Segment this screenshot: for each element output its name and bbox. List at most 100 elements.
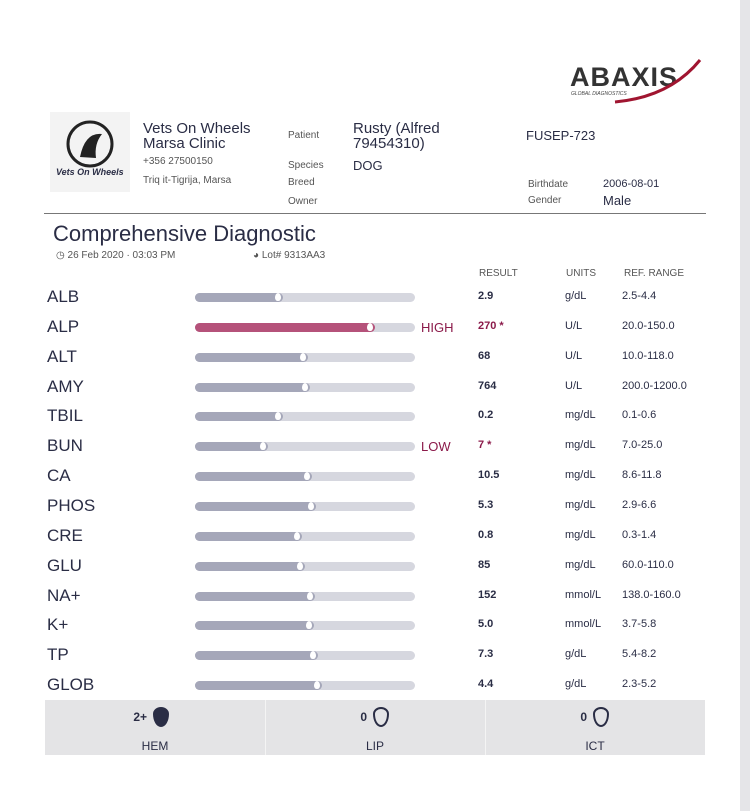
ref-range: 0.3-1.4 [622,528,657,541]
range-track [195,561,415,571]
field-label: Birthdate [528,179,569,190]
units: g/dL [565,290,587,302]
column-header: RESULT [479,268,518,279]
result-marker [274,412,281,421]
result: 5.0 [478,618,494,631]
range-track [195,382,415,392]
ref-range: 7.0-25.0 [622,439,663,452]
result: 4.4 [478,678,494,691]
result: 152 [478,588,497,601]
test-name: TP [47,645,69,665]
test-name: TBIL [47,406,83,426]
result-bar [195,322,376,332]
result-bar [195,501,317,511]
range-track [195,322,415,332]
clinic-name: Vets On Wheels [143,120,251,137]
test-name: ALT [47,346,77,366]
logo-text: Vets On Wheels [56,167,124,177]
flag: LOW [421,439,451,455]
index-icon [153,707,169,727]
lot: Lot# 9313AA3 [261,250,326,261]
report-title: Comprehensive Diagnostic [53,221,316,246]
ref-range: 2.3-5.2 [622,678,657,691]
result-bar [195,651,319,661]
units: U/L [565,379,583,392]
range-track [195,591,415,601]
result-marker [301,382,308,391]
tagline: GLOBAL DIAGNOSTICS [571,91,627,97]
patient-id: FUSEP-723 [526,128,596,143]
ref-range: 5.4-8.2 [622,648,657,661]
result-marker [310,651,317,660]
result: 0.2 [478,409,494,422]
range-track [195,501,415,511]
result: 7 * [478,439,492,452]
divider [485,700,486,755]
result-marker [299,352,306,361]
result-marker [367,322,374,331]
units: mmol/L [565,618,602,631]
result: 7.3 [478,648,494,661]
test-name: CA [47,466,71,486]
field-label: Patient [288,130,320,141]
divider [44,213,706,214]
units: U/L [565,349,583,362]
ref-range: 200.0-1200.0 [622,379,687,392]
range-track [195,293,415,302]
patient-name: Rusty (Alfred 79454310) [353,120,440,152]
result-marker [275,293,282,301]
ref-range: 2.5-4.4 [622,290,657,302]
result: 0.8 [478,528,494,541]
result-bar [195,591,316,601]
range-track [195,531,415,541]
test-name: CRE [47,525,83,545]
units: U/L [565,319,583,332]
range-track [195,352,415,362]
result-marker [313,681,320,690]
ref-range: 2.9-6.6 [622,498,657,511]
brand: ABAXIS [570,62,679,92]
test-name: GLU [47,555,82,575]
units: mmol/L [565,588,602,601]
index-value: 0 [580,710,587,724]
result-marker [297,561,303,570]
index-label: HEM [141,739,169,753]
clinic-branch: Marsa Clinic [143,135,226,152]
ref-range: 138.0-160.0 [622,588,681,601]
result-bar [195,472,312,482]
index-label: LIP [365,739,384,753]
result: 68 [478,349,491,362]
field-label: Breed [288,177,315,188]
range-track [195,472,415,482]
result-bar [195,293,284,302]
result: 2.9 [478,290,494,302]
species: DOG [353,158,383,173]
date: 26 Feb 2020 · 03:03 PM [67,250,176,261]
result: 10.5 [478,469,500,482]
logo-icon [66,120,114,168]
address: Triq it-Tigrija, Marsa [143,175,232,186]
index-icon [593,707,609,727]
result-marker [308,501,315,510]
field-label: Gender [528,195,562,206]
result-bar [195,382,310,392]
units: mg/dL [565,528,596,541]
column-header: UNITS [566,268,596,279]
range-track [195,681,415,691]
units: g/dL [565,678,587,691]
result-marker [293,531,300,540]
result-bar [195,352,308,362]
test-name: ALB [47,287,80,306]
ref-range: 20.0-150.0 [622,319,675,332]
result-bar [195,681,322,691]
test-name: K+ [47,615,69,635]
clinic-logo: Vets On Wheels [50,112,130,192]
ref-range: 10.0-118.0 [622,349,674,362]
result-bar [195,561,305,571]
units: g/dL [565,648,587,661]
ref-range: 3.7-5.8 [622,618,657,631]
test-name: PHOS [47,495,96,515]
test-name: ALP [47,316,80,336]
report-lot: ◕ Lot# 9313AA3 [253,250,326,261]
